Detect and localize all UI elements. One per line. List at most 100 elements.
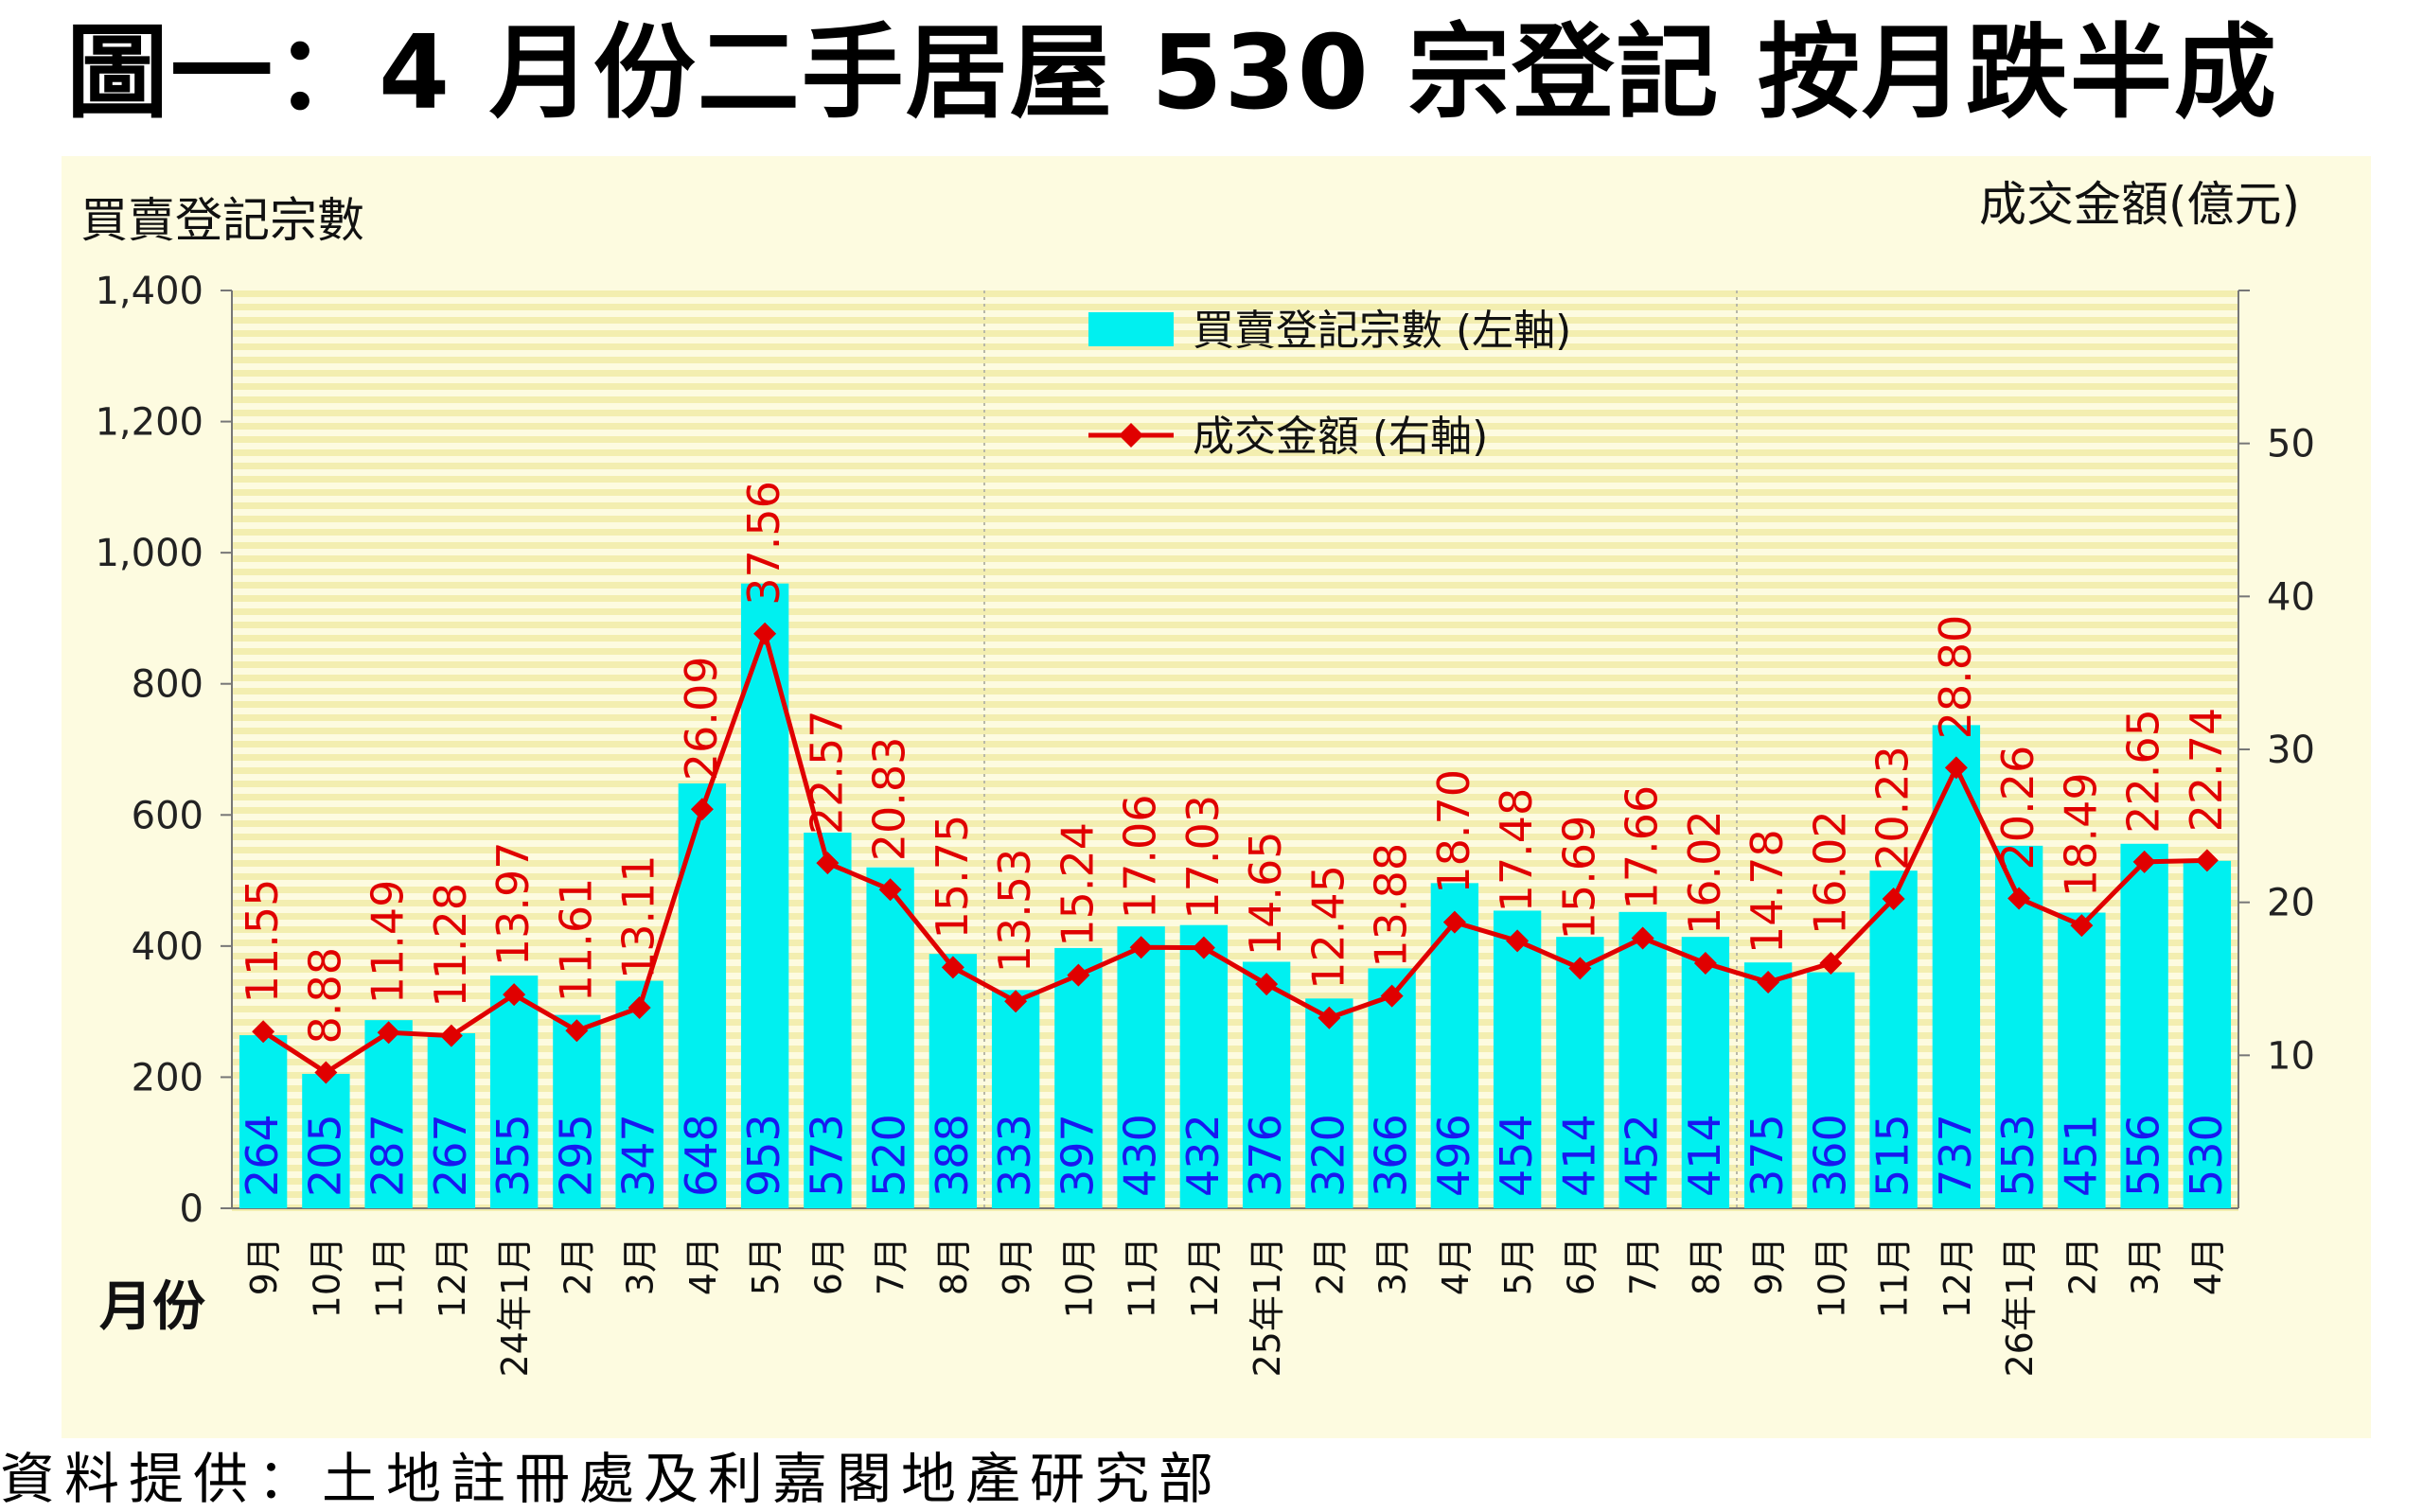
right-tick-label: 10 [2267,1034,2315,1078]
background-stripe [232,423,2238,430]
background-stripe [232,502,2238,509]
legend-line-marker [1119,423,1143,448]
line-point [1067,963,1090,987]
bar [1117,926,1165,1208]
left-tick-label: 0 [180,1187,203,1231]
right-tick-label: 20 [2267,882,2315,925]
bar-value-label: 388 [927,1114,978,1197]
background-stripe [232,728,2238,734]
line-point [2070,914,2094,938]
line-point [1757,971,1780,994]
background-stripe [232,820,2238,827]
x-tick-label: 8月 [933,1237,975,1295]
background-stripe [232,290,2238,297]
background-stripe [232,595,2238,602]
background-stripe [232,1099,2238,1105]
left-tick-label: 400 [132,925,203,969]
bar-value-label: 333 [989,1114,1040,1197]
background-stripe [232,1152,2238,1158]
bar [1054,947,1103,1208]
line-value-label: 16.02 [1679,810,1730,935]
source-note: 資料提供：土地註冊處及利嘉閣地產研究部 [0,1447,1224,1511]
bar-value-label: 366 [1366,1114,1417,1197]
line-point [878,878,902,902]
bar-value-label: 451 [2055,1114,2106,1197]
x-tick-label: 3月 [620,1237,662,1295]
line-value-label: 11.61 [550,878,601,1003]
background-stripe [232,343,2238,350]
background-stripe [232,661,2238,668]
x-tick-label: 10月 [1058,1237,1100,1318]
bar [1368,968,1416,1208]
left-axis-title: 買賣登記宗數 [80,193,364,248]
background-stripe [232,675,2238,681]
background-stripe [232,741,2238,747]
background-stripe [232,622,2238,628]
x-tick-label: 4月 [682,1237,724,1295]
bar [1242,961,1291,1208]
left-tick-label: 1,000 [95,532,203,575]
bar-value-label: 556 [2118,1114,2169,1197]
x-tick-label: 2月 [2061,1237,2103,1295]
line-value-label: 37.56 [738,481,789,606]
line-value-label: 12.45 [1302,865,1353,990]
background-stripe [232,330,2238,337]
bar-value-label: 573 [801,1114,852,1197]
background-stripe [232,1178,2238,1185]
background-stripe [232,900,2238,906]
background-stripe [232,1046,2238,1052]
background-stripe [232,436,2238,443]
line-point [1819,952,1843,976]
line-point [1693,952,1717,976]
bar [804,832,852,1208]
line-point [690,798,714,821]
background-stripe [232,1125,2238,1132]
x-tick-label: 9月 [996,1237,1037,1295]
bar-value-label: 397 [1052,1114,1103,1197]
line-point [1004,990,1028,1013]
legend-bar-swatch [1088,312,1174,346]
bar [553,1014,601,1208]
line-value-label: 15.75 [927,815,978,940]
background-stripe [232,1085,2238,1092]
line-point [1631,926,1654,950]
bar-value-label: 430 [1115,1114,1166,1197]
bar-value-label: 530 [2181,1114,2232,1197]
left-tick-label: 600 [132,794,203,837]
background-stripe [232,569,2238,575]
background-stripe [232,873,2238,880]
line-value-label: 15.69 [1553,816,1604,941]
background-stripe [232,449,2238,456]
background-stripe [232,582,2238,589]
right-tick-label: 50 [2267,423,2315,466]
bar [489,976,539,1208]
line-point [1318,1006,1341,1029]
bar [2120,843,2168,1208]
line-value-label: 17.06 [1115,794,1166,919]
background-stripe [232,542,2238,549]
line-point [753,622,777,645]
background-stripe [232,834,2238,840]
x-tick-label: 3月 [1372,1237,1414,1295]
background-stripe [232,794,2238,800]
line-point [439,1024,463,1047]
bar [1305,998,1353,1208]
line-point [1192,936,1215,959]
background-stripe [232,304,2238,310]
background-stripe [232,807,2238,814]
bar [1556,937,1604,1208]
background-stripe [232,1006,2238,1012]
bar-value-label: 376 [1240,1114,1291,1197]
bar [1493,910,1542,1208]
bar-value-label: 432 [1177,1114,1229,1197]
bar-value-label: 375 [1742,1114,1793,1197]
bar [239,1035,288,1208]
bar-value-label: 264 [237,1114,288,1197]
x-tick-label: 24年1月 [494,1237,536,1378]
background-stripe [232,1019,2238,1026]
line-value-label: 16.02 [1804,810,1855,935]
background-stripe [232,476,2238,483]
bar [929,954,978,1208]
line-value-label: 13.88 [1366,843,1417,968]
x-tick-label: 4月 [2187,1237,2229,1295]
